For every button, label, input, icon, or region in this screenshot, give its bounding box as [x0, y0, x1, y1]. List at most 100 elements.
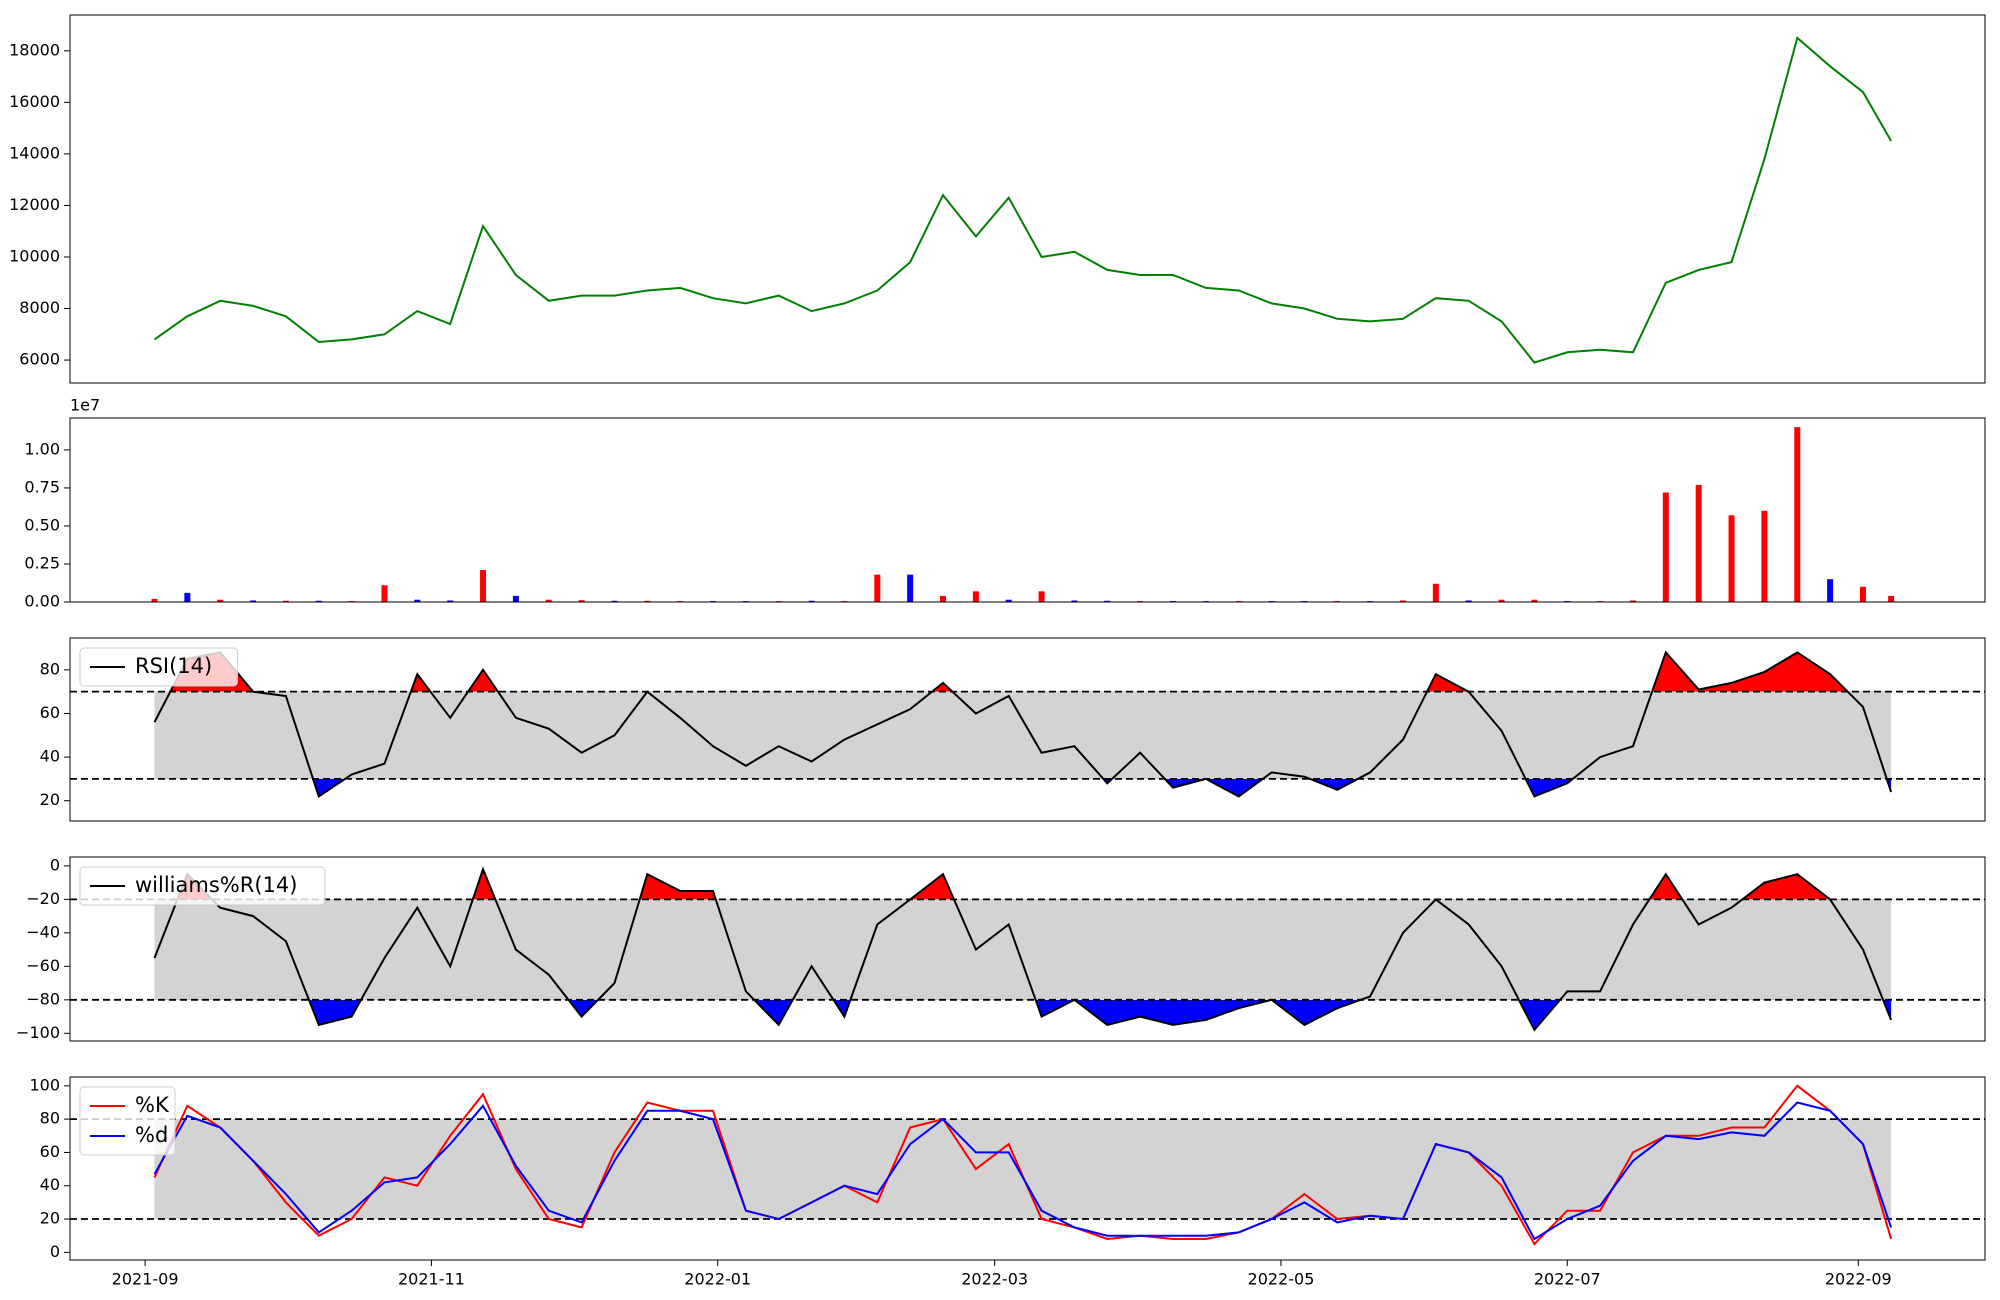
volume-bar — [1728, 515, 1735, 602]
volume-bar — [907, 574, 914, 602]
volume-bar — [940, 595, 947, 602]
oversold-fill — [154, 999, 1892, 1030]
x-tick-label: 2022-03 — [961, 1270, 1028, 1289]
y-tick-label: 20 — [40, 790, 60, 809]
legend-label: williams%R(14) — [135, 873, 297, 897]
x-tick-label: 2021-11 — [398, 1270, 465, 1289]
price-line — [153, 36, 1892, 364]
y-tick-label: 100 — [29, 1075, 60, 1094]
y-tick-label: 80 — [40, 1109, 60, 1128]
volume-bar — [1071, 600, 1078, 602]
volume-bar — [1761, 510, 1768, 602]
volume-bar — [972, 591, 979, 602]
y-tick-label: −100 — [16, 1023, 60, 1042]
y-tick-label: 6000 — [19, 350, 60, 369]
volume-bar — [874, 574, 881, 602]
volume-bar — [414, 599, 421, 602]
y-tick-label: 0 — [50, 855, 60, 874]
volume-bar — [381, 585, 388, 602]
y-tick-label: 1.00 — [24, 439, 60, 458]
y-tick-label: 0 — [50, 1242, 60, 1261]
volume-bar — [545, 599, 552, 602]
y-tick-label: 40 — [40, 747, 60, 766]
y-tick-label: 14000 — [9, 143, 60, 162]
volume-bar — [282, 600, 289, 602]
legend-box — [79, 1086, 176, 1156]
y-tick-label: 40 — [40, 1175, 60, 1194]
volume-bar — [1432, 583, 1439, 602]
volume-bar — [480, 570, 487, 602]
overbought-fill — [170, 652, 1848, 692]
y-tick-label: 0.25 — [24, 553, 60, 572]
y-tick-label: 8000 — [19, 298, 60, 317]
y-tick-label: 18000 — [9, 40, 60, 59]
neutral-band — [154, 899, 1892, 1000]
y-tick-label: −60 — [26, 956, 60, 975]
indicator-line — [153, 866, 1893, 1032]
legend: williams%R(14) — [79, 866, 326, 906]
volume-bar — [1399, 600, 1406, 602]
x-tick-label: 2021-09 — [112, 1270, 179, 1289]
volume-bar — [611, 600, 618, 602]
x-tick-label: 2022-09 — [1825, 1270, 1892, 1289]
y-tick-label: 60 — [40, 703, 60, 722]
oversold-fill — [154, 778, 1892, 797]
volume-bar — [1465, 600, 1472, 602]
panel-frame — [69, 14, 1986, 384]
indicator-line — [153, 1101, 1893, 1241]
x-tick-label: 2022-01 — [684, 1270, 751, 1289]
volume-bar — [447, 600, 454, 602]
volume-bar — [1859, 586, 1866, 602]
volume-bar — [1531, 599, 1538, 602]
volume-bar — [1104, 600, 1111, 602]
neutral-band — [154, 1119, 1892, 1220]
y-tick-label: 80 — [40, 659, 60, 678]
axis-offset-label: 1e7 — [70, 396, 100, 415]
y-tick-label: −40 — [26, 922, 60, 941]
y-tick-label: 0.50 — [24, 515, 60, 534]
volume-bar — [1662, 492, 1669, 602]
legend-label: %K — [135, 1093, 170, 1117]
panel-frame — [69, 1076, 1986, 1261]
y-tick-label: 60 — [40, 1142, 60, 1161]
legend-label: RSI(14) — [135, 654, 212, 678]
volume-bar — [808, 600, 815, 602]
panel-frame — [69, 417, 1986, 603]
legend-box — [79, 647, 238, 687]
legend: %K %d — [79, 1086, 176, 1156]
legend-box — [79, 866, 326, 906]
y-tick-label: 10000 — [9, 246, 60, 265]
volume-bar — [1888, 595, 1895, 602]
legend-label: %d — [135, 1123, 168, 1147]
volume-bar — [512, 595, 519, 602]
volume-bar — [315, 600, 322, 602]
y-tick-label: 20 — [40, 1209, 60, 1228]
neutral-band — [154, 691, 1892, 779]
volume-bar — [1629, 600, 1636, 602]
volume-bar — [1498, 599, 1505, 602]
x-tick-label: 2022-07 — [1534, 1270, 1601, 1289]
volume-bar — [578, 600, 585, 602]
legend: RSI(14) — [79, 647, 238, 687]
overbought-fill — [177, 869, 1831, 900]
volume-bar — [250, 600, 257, 602]
panel-frame — [69, 637, 1986, 822]
volume-bar — [1827, 579, 1834, 602]
volume-bar — [151, 598, 158, 602]
volume-bar — [1005, 599, 1012, 602]
y-tick-label: 16000 — [9, 92, 60, 111]
y-tick-label: −80 — [26, 989, 60, 1008]
y-tick-label: 12000 — [9, 195, 60, 214]
panel-frame — [69, 856, 1986, 1042]
volume-bar — [217, 599, 224, 602]
indicator-line — [153, 650, 1893, 798]
y-tick-label: 0.75 — [24, 477, 60, 496]
volume-bar — [1038, 591, 1045, 602]
volume-bar — [1794, 427, 1801, 602]
volume-bar — [1695, 484, 1702, 602]
volume-bar — [184, 592, 191, 602]
volume-bar — [644, 600, 651, 602]
y-tick-label: −20 — [26, 889, 60, 908]
